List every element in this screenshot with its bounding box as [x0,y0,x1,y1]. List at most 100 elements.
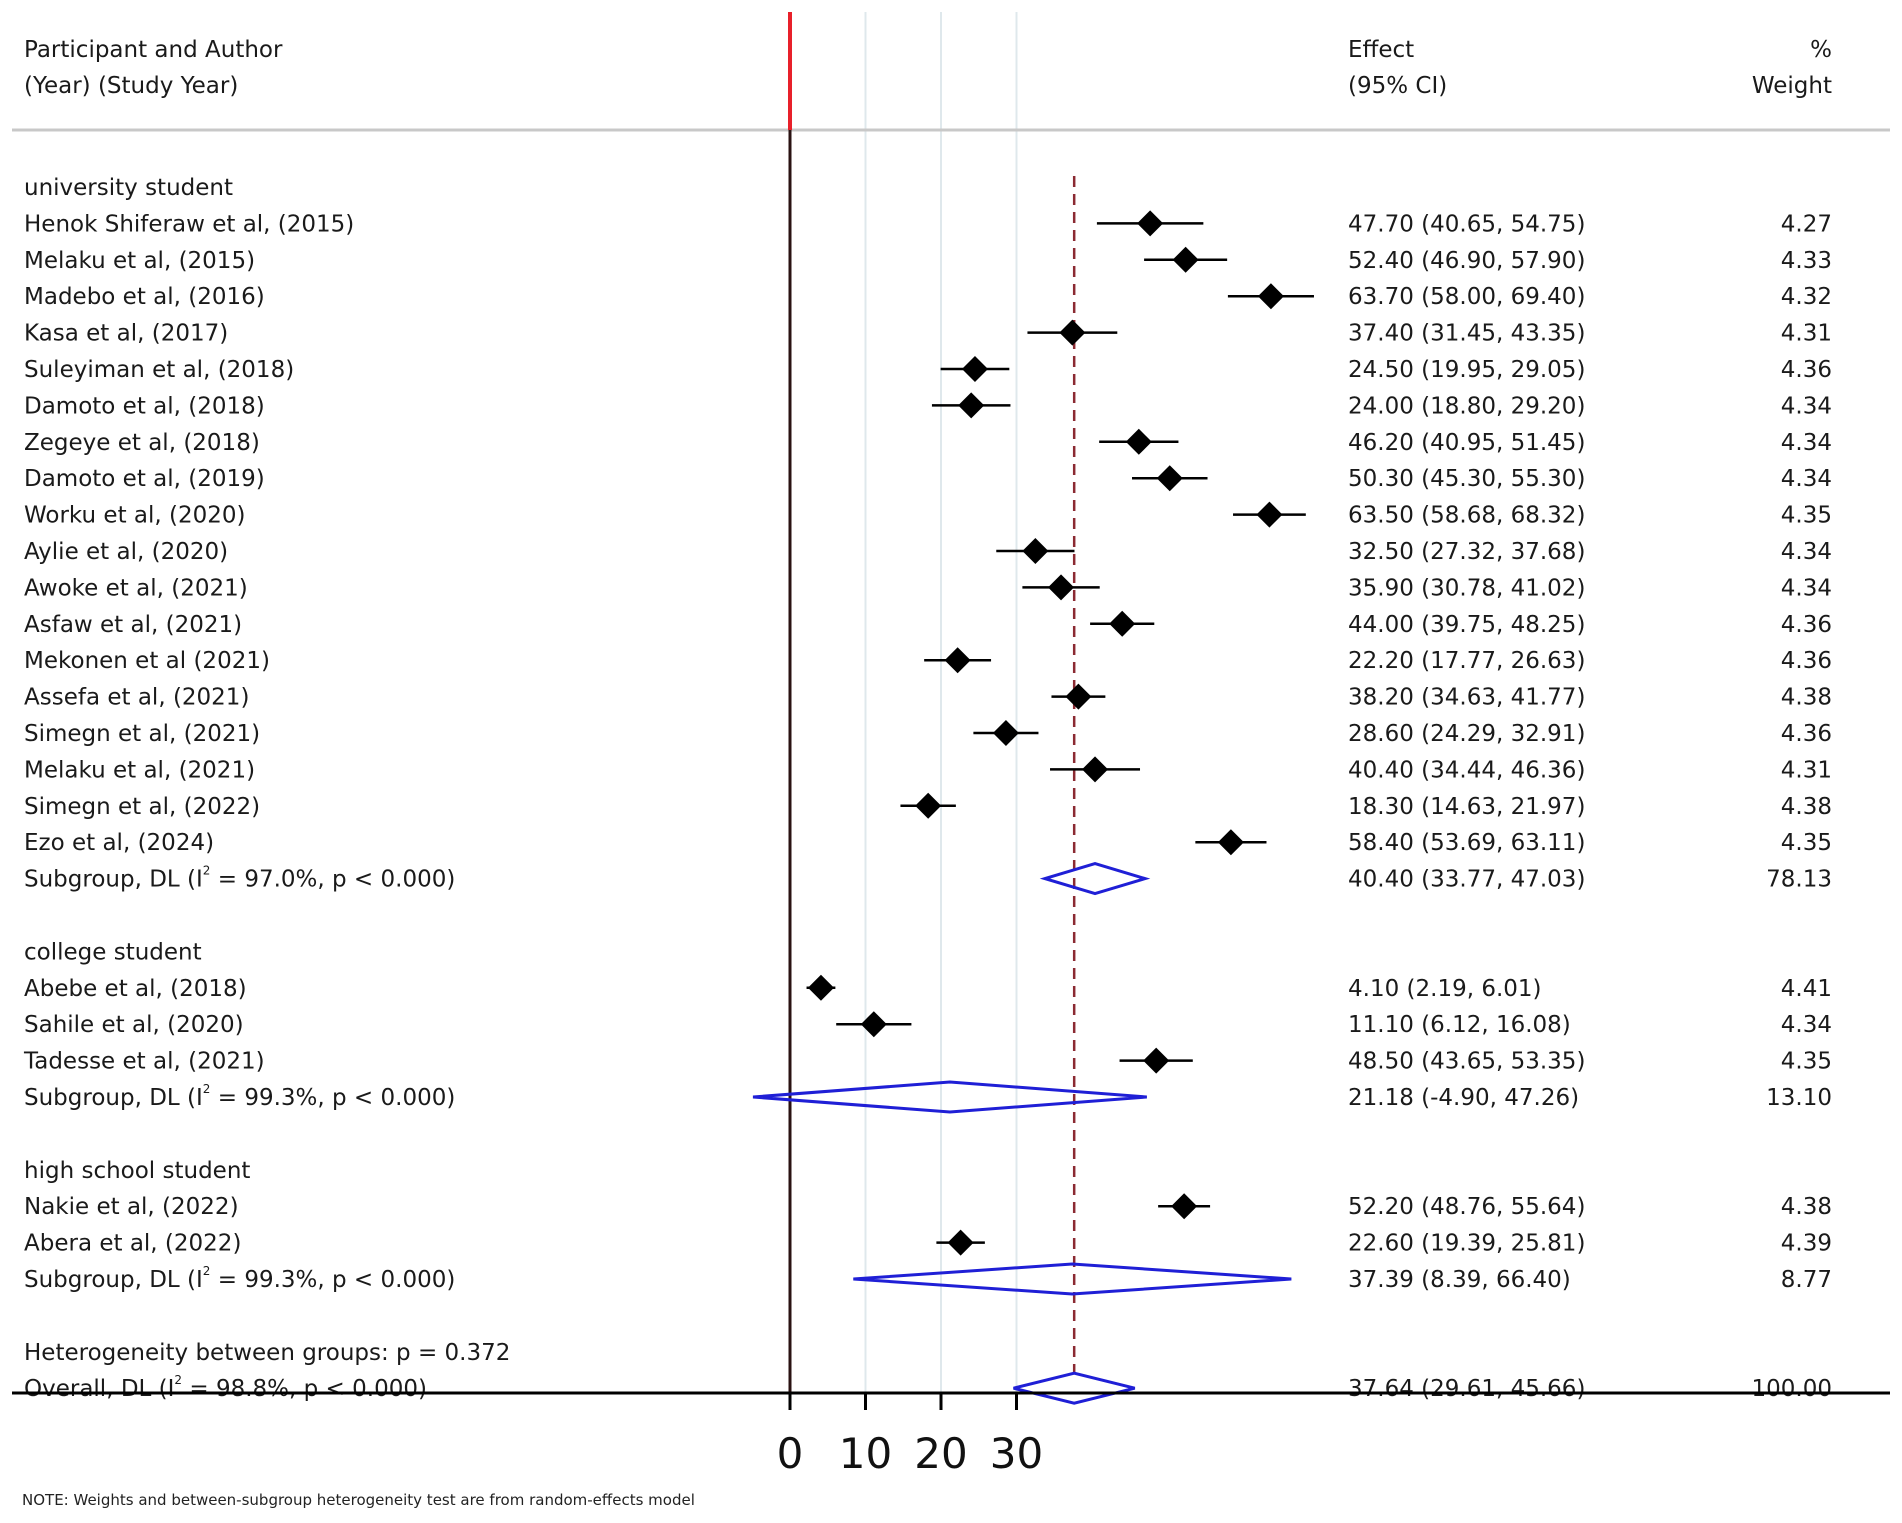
weight-value: 4.35 [1781,830,1832,856]
footnote: NOTE: Weights and between-subgroup heter… [22,1491,695,1509]
study-label: Kasa et al, (2017) [24,321,228,347]
effect-value: 4.10 (2.19, 6.01) [1348,976,1542,1002]
point-estimate-marker [1109,610,1136,637]
subgroup-label: Subgroup, DL (I2 = 99.3%, p < 0.000) [24,1082,455,1111]
weight-value: 4.36 [1781,721,1832,747]
effect-value: 24.50 (19.95, 29.05) [1348,357,1585,383]
subgroup-label-superscript: 2 [203,864,211,878]
study-label: Damoto et al, (2018) [24,393,265,419]
study-label: Abebe et al, (2018) [24,976,247,1002]
point-estimate-marker [1156,465,1183,492]
weight-value: 4.27 [1781,211,1832,237]
x-axis-ticks: 0 10 20 30 [777,1393,1043,1478]
effect-value: 52.20 (48.76, 55.64) [1348,1194,1585,1220]
subgroup-label-text: Subgroup, DL (I [24,1085,203,1111]
x-tick-label: 30 [990,1429,1043,1478]
point-estimate-marker [915,792,942,819]
weight-value: 4.31 [1781,757,1832,783]
point-estimate-marker [860,1011,887,1038]
point-estimate-marker [1125,428,1152,455]
study-label: Awoke et al, (2021) [24,575,248,601]
subgroup-weight-value: 78.13 [1766,867,1832,893]
effect-value: 18.30 (14.63, 21.97) [1348,794,1585,820]
group-heading: college student [24,939,202,965]
study-label: Simegn et al, (2021) [24,721,260,747]
effect-value: 58.40 (53.69, 63.11) [1348,830,1585,856]
point-estimate-marker [1217,829,1244,856]
weight-value: 4.36 [1781,612,1832,638]
weight-value: 4.34 [1781,393,1832,419]
header-label-line1: Participant and Author [24,37,283,63]
study-label: Suleyiman et al, (2018) [24,357,294,383]
subgroup-weight-value: 8.77 [1781,1267,1832,1293]
x-tick-label: 20 [914,1429,967,1478]
study-label: Simegn et al, (2022) [24,794,260,820]
effect-value: 40.40 (34.44, 46.36) [1348,757,1585,783]
x-tick-label: 10 [839,1429,892,1478]
overall-effect-value: 37.64 (29.61, 45.66) [1348,1376,1585,1402]
study-label: Henok Shiferaw et al, (2015) [24,211,354,237]
study-label: Mekonen et al (2021) [24,648,270,674]
point-estimate-marker [992,720,1019,746]
study-label: Assefa et al, (2021) [24,685,249,711]
weight-value: 4.39 [1781,1231,1832,1257]
weight-value: 4.34 [1781,575,1832,601]
point-estimate-marker [1256,501,1283,528]
forest-rows: university student Henok Shiferaw et al, … [23,175,1832,1405]
subgroup-label-text: Subgroup, DL (I [24,867,203,893]
study-label: Melaku et al, (2021) [24,757,255,783]
header-label-line2: (Year) (Study Year) [24,73,238,99]
point-estimate-marker [1137,210,1164,237]
study-label: Aylie et al, (2020) [24,539,228,565]
weight-value: 4.31 [1781,321,1832,347]
point-estimate-marker [958,392,985,419]
point-estimate-marker [1065,683,1092,710]
overall-diamond [1013,1371,1136,1405]
header-effect-line2: (95% CI) [1348,73,1447,99]
weight-value: 4.38 [1781,794,1832,820]
weight-value: 4.33 [1781,248,1832,274]
study-label: Ezo et al, (2024) [24,830,214,856]
effect-value: 28.60 (24.29, 32.91) [1348,721,1585,747]
subgroup-label-superscript: 2 [203,1082,211,1096]
study-label: Melaku et al, (2015) [24,248,255,274]
header-weight-line1: % [1810,37,1832,63]
weight-value: 4.34 [1781,430,1832,456]
weight-value: 4.38 [1781,1194,1832,1220]
point-estimate-marker [1022,538,1049,564]
group-heading: university student [24,175,233,201]
subgroup-effect-value: 37.39 (8.39, 66.40) [1348,1267,1571,1293]
point-estimate-marker [1143,1047,1170,1074]
point-estimate-marker [947,1229,974,1256]
subgroup-effect-value: 40.40 (33.77, 47.03) [1348,867,1585,893]
study-label: Zegeye et al, (2018) [24,430,260,456]
weight-value: 4.32 [1781,284,1832,310]
study-label: Sahile et al, (2020) [24,1012,244,1038]
study-label: Damoto et al, (2019) [24,466,265,492]
point-estimate-marker [961,356,988,382]
effect-value: 63.50 (58.68, 68.32) [1348,503,1585,529]
subgroup-label-stats: = 99.3%, p < 0.000) [210,1267,455,1293]
study-label: Worku et al, (2020) [24,503,246,529]
point-estimate-marker [1257,283,1284,310]
overall-weight-value: 100.00 [1752,1376,1832,1402]
overall-label-superscript: 2 [174,1373,182,1387]
weight-value: 4.35 [1781,503,1832,529]
point-estimate-marker [1171,1193,1198,1220]
weight-value: 4.34 [1781,1012,1832,1038]
effect-value: 38.20 (34.63, 41.77) [1348,685,1585,711]
subgroup-label: Subgroup, DL (I2 = 99.3%, p < 0.000) [24,1264,455,1293]
overall-label-text: Overall, DL (I [24,1376,174,1402]
effect-value: 47.70 (40.65, 54.75) [1348,211,1585,237]
effect-value: 22.20 (17.77, 26.63) [1348,648,1585,674]
subgroup-weight-value: 13.10 [1766,1085,1832,1111]
point-estimate-marker [807,974,834,1001]
weight-value: 4.34 [1781,466,1832,492]
heterogeneity-text: Heterogeneity between groups: p = 0.372 [24,1340,510,1366]
subgroup-diamond [752,1080,1147,1114]
subgroup-label-text: Subgroup, DL (I [24,1267,203,1293]
weight-value: 4.41 [1781,976,1832,1002]
point-estimate-marker [944,647,971,674]
weight-value: 4.35 [1781,1049,1832,1075]
